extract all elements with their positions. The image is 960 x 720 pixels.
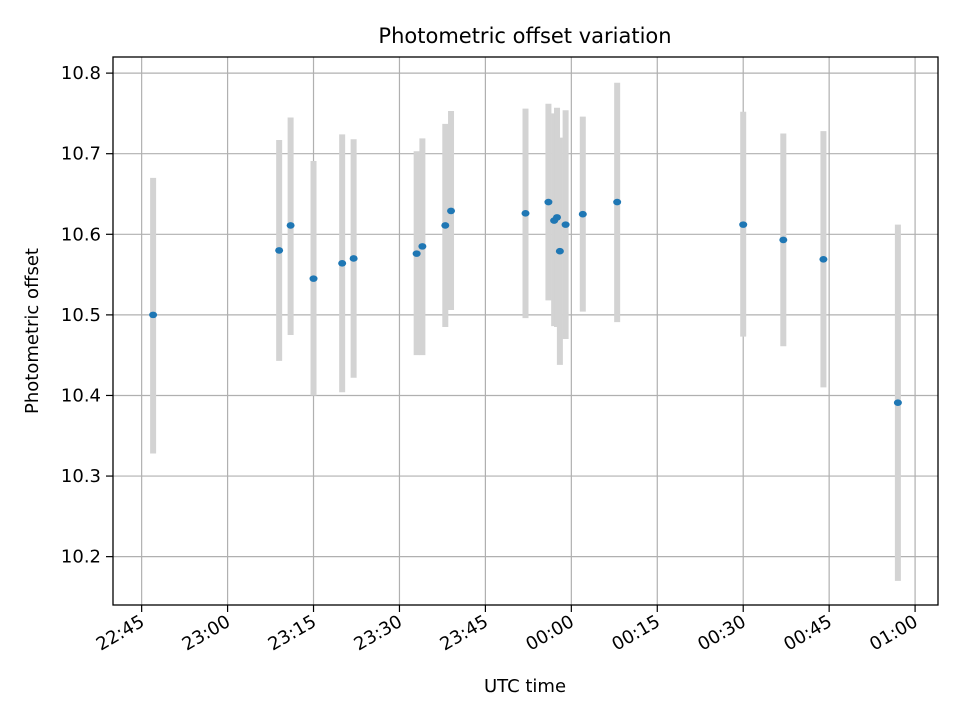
y-tick-label: 10.7: [61, 144, 101, 165]
data-point: [349, 255, 358, 262]
chart-title: Photometric offset variation: [378, 24, 671, 48]
y-axis-label: Photometric offset: [22, 248, 43, 414]
data-point: [553, 214, 562, 221]
x-tick-label: 01:00: [866, 611, 921, 655]
data-point: [441, 222, 450, 229]
data-point: [521, 210, 530, 217]
x-tick-label: 00:45: [780, 611, 835, 655]
x-tick-label: 23:00: [179, 611, 234, 655]
y-tick-label: 10.4: [61, 385, 101, 406]
data-point: [893, 399, 902, 407]
data-point: [613, 198, 622, 206]
data-point: [739, 221, 748, 228]
x-tick-label: 00:00: [522, 611, 577, 655]
data-point: [286, 222, 295, 229]
y-tick-label: 10.3: [61, 466, 101, 487]
y-tick-label: 10.8: [61, 63, 101, 84]
data-point: [418, 243, 427, 250]
data-point: [275, 247, 284, 254]
y-tick-label: 10.6: [61, 224, 101, 245]
data-point: [561, 221, 570, 228]
error-bars: [150, 82, 901, 581]
data-point: [819, 255, 828, 263]
data-point: [412, 250, 421, 257]
y-tick-label: 10.5: [61, 305, 101, 326]
data-points: [149, 198, 902, 407]
data-point: [338, 260, 347, 267]
data-point: [544, 198, 553, 206]
x-tick-label: 22:45: [93, 611, 148, 655]
plot-frame: [112, 56, 939, 606]
data-point: [555, 247, 564, 255]
y-axis: 10.2 10.3 10.4 10.5 10.6 10.7 10.8: [61, 63, 113, 568]
x-axis: 22:45 23:00 23:15 23:30 23:45 00:00 00:15 00:30…: [93, 605, 922, 655]
x-tick-label: 00:30: [694, 611, 749, 655]
x-tick-label: 23:30: [351, 611, 406, 655]
data-point: [149, 311, 158, 319]
y-tick-label: 10.2: [61, 547, 101, 568]
data-point: [309, 275, 318, 282]
data-point: [447, 207, 456, 215]
data-point: [779, 236, 788, 244]
data-point: [578, 210, 587, 218]
x-tick-label: 23:45: [436, 611, 491, 655]
x-tick-label: 23:15: [265, 611, 320, 655]
x-axis-label: UTC time: [484, 676, 566, 697]
x-tick-label: 00:15: [608, 611, 663, 655]
